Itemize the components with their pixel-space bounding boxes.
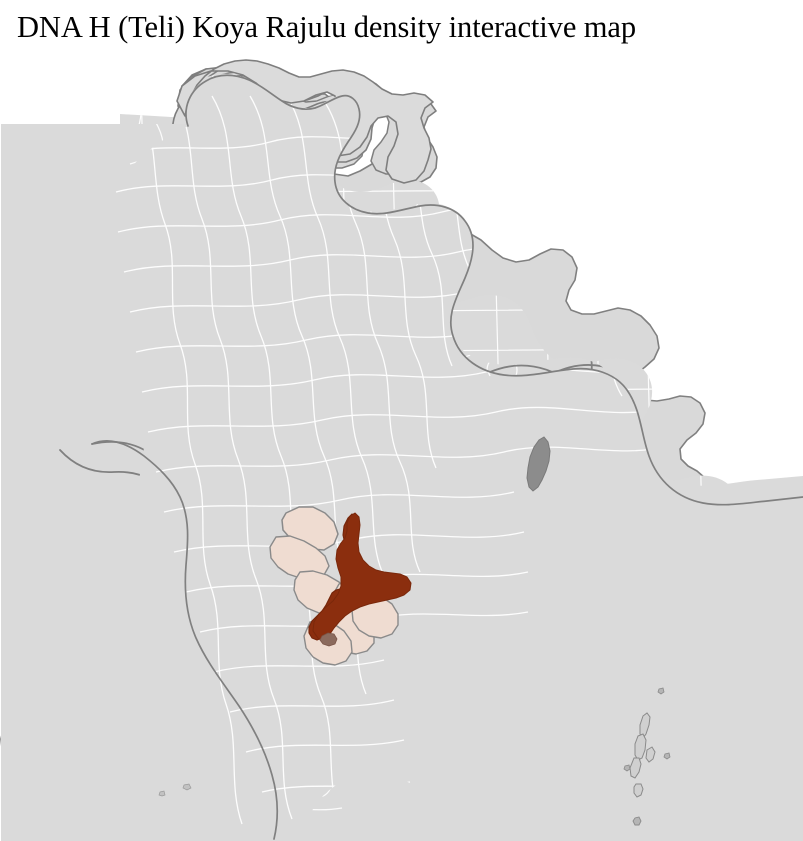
district-high-density-spur[interactable] (319, 632, 338, 647)
block-north[interactable] (176, 59, 434, 184)
island-little-andaman[interactable] (633, 783, 644, 798)
map-canvas[interactable] (0, 44, 803, 841)
island-andaman-east-strip[interactable] (645, 746, 656, 763)
island-middle-andaman[interactable] (634, 733, 647, 761)
island-andaman-outlier-west[interactable] (623, 764, 631, 772)
islands-layer[interactable] (158, 687, 671, 841)
island-lakshadweep-a[interactable] (158, 790, 166, 797)
island-car-nicobar[interactable] (632, 816, 642, 826)
page-title: DNA H (Teli) Koya Rajulu density interac… (17, 10, 637, 44)
island-lakshadweep-b[interactable] (182, 783, 192, 791)
highlight-layer[interactable] (269, 506, 412, 666)
island-andaman-outlier-east[interactable] (663, 752, 671, 760)
india-outline-stroke[interactable] (185, 74, 803, 506)
india-map-svg[interactable] (0, 44, 803, 841)
dark-gray-region-layer[interactable] (526, 436, 551, 492)
jk-outline[interactable] (176, 59, 434, 184)
region-dark-gray-east-coast[interactable] (526, 436, 551, 492)
district-high-density-body[interactable] (312, 512, 412, 642)
composed-india-map (176, 59, 434, 184)
island-north-andaman[interactable] (639, 712, 651, 739)
india-south-outline[interactable] (91, 439, 279, 840)
island-andaman-outlier-north[interactable] (657, 687, 665, 695)
